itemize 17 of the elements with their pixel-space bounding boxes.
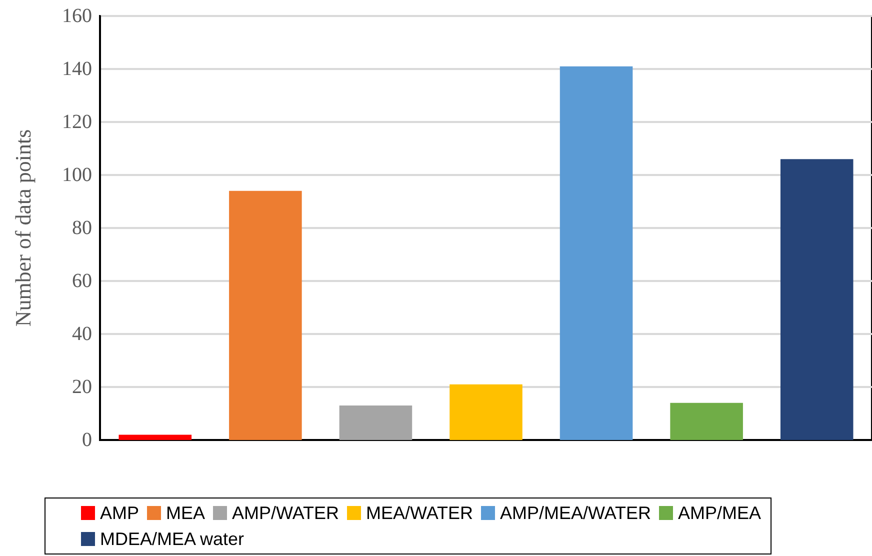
y-axis-title: Number of data points — [10, 129, 36, 327]
legend-label: AMP/MEA — [678, 503, 762, 523]
legend-label: AMP — [100, 503, 140, 523]
y-tick-label: 140 — [62, 58, 92, 80]
legend-label: MEA — [166, 503, 206, 523]
legend-label: AMP/MEA/WATER — [500, 503, 652, 523]
y-tick-label: 120 — [62, 111, 92, 133]
legend-label: MEA/WATER — [366, 503, 474, 523]
y-tick-label: 20 — [72, 376, 92, 398]
legend-label: MDEA/MEA water — [100, 529, 244, 549]
legend-label: AMP/WATER — [232, 503, 340, 523]
y-tick-label: 0 — [82, 429, 92, 451]
y-tick-label: 60 — [72, 270, 92, 292]
y-tick-label: 160 — [62, 5, 92, 27]
y-tick-label: 80 — [72, 217, 92, 239]
y-tick-label: 40 — [72, 323, 92, 345]
y-tick-label: 100 — [62, 164, 92, 186]
